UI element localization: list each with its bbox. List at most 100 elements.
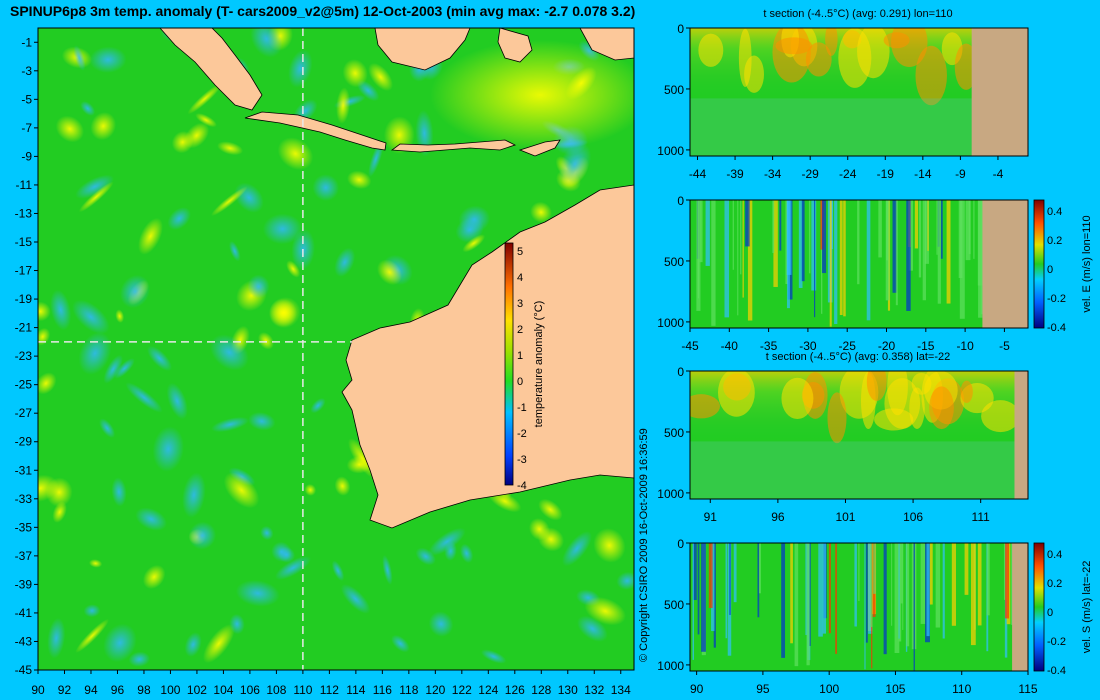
y-tick-label: -3 bbox=[21, 64, 32, 78]
cool-eddy bbox=[73, 45, 86, 71]
warm-anomaly-cell bbox=[781, 377, 814, 420]
cool-eddy bbox=[128, 651, 151, 667]
cool-eddy bbox=[210, 334, 249, 371]
cool-eddy bbox=[382, 554, 393, 585]
x-tick-label: 116 bbox=[373, 683, 392, 697]
cool-eddy bbox=[616, 571, 634, 590]
x-tick-label: 106 bbox=[240, 683, 260, 697]
cool-eddy bbox=[111, 477, 127, 507]
colorbar-tick-label: -0.2 bbox=[1047, 293, 1066, 305]
x-tick-label: 128 bbox=[531, 683, 551, 697]
velocity-band bbox=[843, 200, 846, 317]
velocity-band bbox=[801, 200, 805, 282]
colorbar-label: temperature anomaly (°C) bbox=[533, 301, 545, 428]
x-tick-label: -10 bbox=[956, 339, 974, 353]
cool-eddy bbox=[75, 174, 114, 199]
velocity-band bbox=[821, 200, 823, 314]
velocity-band bbox=[894, 543, 900, 654]
x-tick-label: -45 bbox=[681, 339, 699, 353]
t-section-lat-panel: t section (-4..5°C) (avg: 0.358) lat=-22… bbox=[657, 351, 1029, 524]
velocity-band bbox=[922, 200, 926, 301]
cool-eddy bbox=[229, 241, 241, 262]
velocity-band bbox=[913, 543, 915, 671]
x-tick-label: 120 bbox=[425, 683, 445, 697]
velocity-band bbox=[786, 200, 792, 275]
cool-eddy bbox=[235, 580, 280, 607]
warm-eddy bbox=[195, 113, 217, 128]
cool-eddy bbox=[78, 332, 112, 375]
cool-eddy bbox=[99, 418, 116, 438]
y-tick-label: -23 bbox=[15, 349, 33, 363]
java-landmass bbox=[244, 111, 387, 151]
warm-eddy bbox=[38, 474, 59, 502]
velocity-band bbox=[742, 200, 744, 298]
warm-eddy bbox=[90, 112, 117, 141]
velocity-band bbox=[918, 200, 922, 278]
velocity-band bbox=[818, 543, 823, 637]
warm-eddy bbox=[187, 83, 222, 115]
cool-eddy bbox=[368, 140, 384, 178]
timor-island bbox=[518, 139, 561, 157]
section-colorbar: 0.4 0.2 0 -0.2 -0.4 vel. E (m/s) lon=110 bbox=[1033, 199, 1093, 334]
velocity-band bbox=[733, 543, 737, 603]
colorbar-tick-label: -2 bbox=[517, 428, 527, 440]
colorbar-tick-label: 0 bbox=[1047, 607, 1053, 619]
x-tick-label: 105 bbox=[885, 682, 905, 696]
velocity-band bbox=[924, 200, 929, 264]
velocity-band bbox=[986, 543, 990, 616]
x-tick-label: 108 bbox=[266, 683, 286, 697]
velocity-band bbox=[737, 200, 739, 316]
vel-s-section-panel: 90 95 100 105 110 115 0 500 1000 0.4 0.2 0 -0.2 -0.4 v… bbox=[657, 537, 1093, 696]
cool-eddy bbox=[428, 527, 466, 556]
velocity-band bbox=[936, 200, 938, 255]
velocity-band bbox=[705, 200, 710, 266]
velocity-band bbox=[814, 200, 816, 318]
velocity-band bbox=[873, 543, 876, 594]
colorbar-tick-label: 0 bbox=[517, 376, 523, 388]
velocity-band bbox=[785, 200, 788, 285]
x-tick-label: -40 bbox=[721, 339, 739, 353]
warm-anomaly-cell bbox=[838, 28, 872, 88]
velocity-band bbox=[920, 543, 926, 624]
sumatra-landmass bbox=[159, 28, 263, 111]
cool-eddy bbox=[50, 289, 72, 331]
y-tick-label: 0 bbox=[677, 365, 684, 379]
land-masses bbox=[159, 28, 634, 529]
cool-eddy bbox=[188, 521, 217, 550]
x-tick-label: 118 bbox=[399, 683, 418, 697]
velocity-band bbox=[758, 543, 761, 594]
y-tick-label: 0 bbox=[677, 537, 684, 551]
velocity-band bbox=[711, 543, 715, 632]
map-y-axis: -1 -3 -5 -7 -9 -11 -13 -15 -17 -19 -21 -23 -25 -27 -29… bbox=[15, 35, 38, 677]
colorbar-tick-label: -3 bbox=[517, 454, 527, 466]
velocity-band bbox=[809, 543, 811, 647]
y-tick-label: 0 bbox=[677, 194, 684, 208]
x-tick-label: -29 bbox=[802, 167, 820, 181]
cool-eddy bbox=[83, 604, 101, 618]
map-x-axis: 90 92 94 96 98 100 102 104 106 108 110 112 114 116 118… bbox=[31, 670, 631, 697]
velocity-band bbox=[806, 543, 810, 666]
velocity-band bbox=[693, 543, 697, 601]
x-tick-label: -19 bbox=[877, 167, 895, 181]
y-tick-label: 0 bbox=[677, 22, 684, 36]
velocity-band bbox=[927, 200, 929, 251]
warm-eddy bbox=[286, 260, 301, 278]
warm-eddy bbox=[257, 332, 274, 350]
velocity-band bbox=[869, 543, 873, 628]
y-tick-label: -7 bbox=[21, 121, 32, 135]
velocity-band bbox=[1010, 543, 1013, 625]
warm-eddy bbox=[55, 115, 84, 143]
velocity-band bbox=[828, 543, 831, 634]
cool-eddy bbox=[444, 541, 457, 561]
x-tick-label: 101 bbox=[835, 510, 855, 524]
cool-eddy bbox=[562, 531, 592, 567]
warm-anomaly-cell bbox=[825, 28, 838, 56]
colorbar-label: vel. E (m/s) lon=110 bbox=[1081, 215, 1093, 312]
velocity-band bbox=[779, 200, 782, 251]
velocity-band bbox=[900, 543, 903, 604]
velocity-band bbox=[926, 543, 930, 637]
warm-anomaly-cell bbox=[698, 33, 724, 67]
velocity-band bbox=[781, 543, 786, 658]
x-tick-label: -35 bbox=[760, 339, 778, 353]
